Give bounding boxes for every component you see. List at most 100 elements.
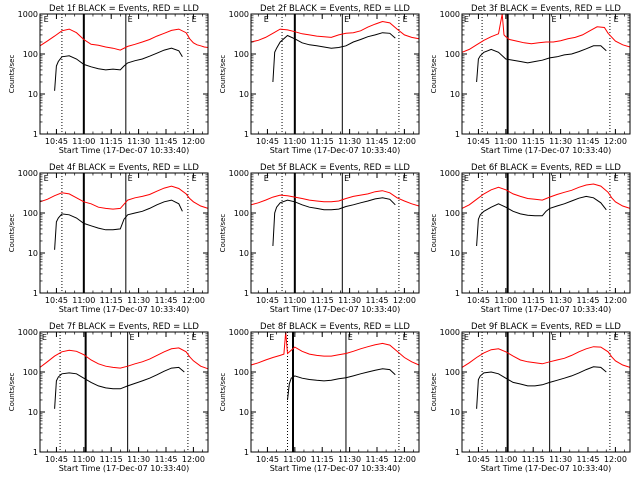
y-axis-label: Counts/sec [8,55,16,94]
x-tick-label: 10:45 [467,296,490,305]
x-axis-label: Start Time (17-Dec-07 10:33:40) [481,146,612,155]
x-tick-label: 11:45 [154,296,177,305]
plot-frame [250,172,420,294]
series-events-line [476,45,607,83]
y-tick-label: 100 [445,209,460,218]
y-tick-label: 10 [28,408,38,417]
panel-title: Det 7f BLACK = Events, RED = LLD [49,322,199,332]
x-tick-label: 11:00 [283,296,306,305]
x-tick-label: 11:45 [576,455,599,464]
x-tick-label: 11:45 [154,137,177,146]
x-tick-label: 11:30 [127,137,150,146]
x-tick-label: 12:00 [393,137,416,146]
x-tick-label: 11:00 [494,455,517,464]
y-tick-label: 10 [450,408,460,417]
marker-letter: E [403,333,408,342]
x-tick-label: 11:30 [549,455,572,464]
y-tick-label: 1 [244,130,249,139]
y-tick-label: 1 [455,289,460,298]
marker-letter: E [551,174,556,183]
x-tick-label: 11:00 [72,137,95,146]
y-tick-label: 10 [28,90,38,99]
y-tick-label: 10 [239,408,249,417]
y-tick-label: 1000 [18,10,38,19]
marker-letter: E [551,333,556,342]
y-tick-label: 1000 [440,169,460,178]
y-axis-label: Counts/sec [430,373,438,412]
marker-letter: E [264,174,269,183]
series-lld-line [461,183,631,209]
x-tick-label: 11:15 [522,137,545,146]
x-tick-label: 11:45 [365,455,388,464]
plot-frame [250,13,420,135]
series-lld-line [250,331,420,366]
y-tick-label: 1000 [229,10,249,19]
marker-letter: E [614,174,619,183]
panel-title: Det 4f BLACK = Events, RED = LLD [49,163,199,173]
marker-letter: E [464,15,469,24]
x-tick-label: 11:00 [494,296,517,305]
x-axis-label: Start Time (17-Dec-07 10:33:40) [481,464,612,473]
panel-title: Det 2f BLACK = Events, RED = LLD [260,4,410,14]
series-events-line [287,368,396,401]
plot-frame [39,172,209,294]
y-tick-label: 1 [455,130,460,139]
x-tick-label: 10:45 [256,137,279,146]
marker-letter: E [129,333,134,342]
marker-letter: E [348,333,353,342]
x-tick-label: 11:15 [522,296,545,305]
x-tick-label: 11:00 [72,296,95,305]
series-events-line [272,32,396,83]
series-events-line [272,197,396,247]
marker-letter: E [344,15,349,24]
plot-frame [461,13,631,135]
marker-letter: E [42,333,47,342]
y-axis-label: Counts/sec [219,373,227,412]
x-tick-label: 12:00 [604,296,627,305]
y-tick-label: 10 [239,90,249,99]
plot-frame [39,331,209,453]
y-axis-label: Counts/sec [219,55,227,94]
x-tick-label: 11:15 [311,296,334,305]
plot-frame [461,331,631,453]
x-tick-label: 11:30 [549,296,572,305]
series-lld-line [39,347,209,370]
y-tick-label: 1000 [18,328,38,337]
x-tick-label: 11:45 [154,455,177,464]
series-lld-line [250,190,420,207]
y-axis-label: Counts/sec [8,373,16,412]
marker-letter: E [464,333,469,342]
x-axis-label: Start Time (17-Dec-07 10:33:40) [270,146,401,155]
x-tick-label: 11:30 [127,455,150,464]
x-tick-label: 11:00 [72,455,95,464]
y-tick-label: 100 [445,50,460,59]
y-tick-label: 1000 [229,169,249,178]
x-tick-label: 10:45 [467,455,490,464]
panel-title: Det 6f BLACK = Events, RED = LLD [471,163,621,173]
x-tick-label: 10:45 [45,296,68,305]
series-events-line [54,366,185,409]
y-tick-label: 100 [23,209,38,218]
panel-title: Det 8f BLACK = Events, RED = LLD [260,322,410,332]
y-tick-label: 1000 [440,10,460,19]
y-tick-label: 100 [23,50,38,59]
y-tick-label: 10 [450,249,460,258]
plot-frame [461,172,631,294]
x-tick-label: 12:00 [393,455,416,464]
series-lld-line [461,346,631,368]
marker-letter: E [403,15,408,24]
series-events-line [476,195,607,247]
y-tick-label: 1 [33,448,38,457]
x-axis-label: Start Time (17-Dec-07 10:33:40) [59,146,190,155]
x-tick-label: 12:00 [604,137,627,146]
y-tick-label: 1000 [440,328,460,337]
marker-letter: E [464,174,469,183]
marker-letter: E [614,15,619,24]
x-tick-label: 11:45 [576,137,599,146]
y-tick-label: 10 [239,249,249,258]
